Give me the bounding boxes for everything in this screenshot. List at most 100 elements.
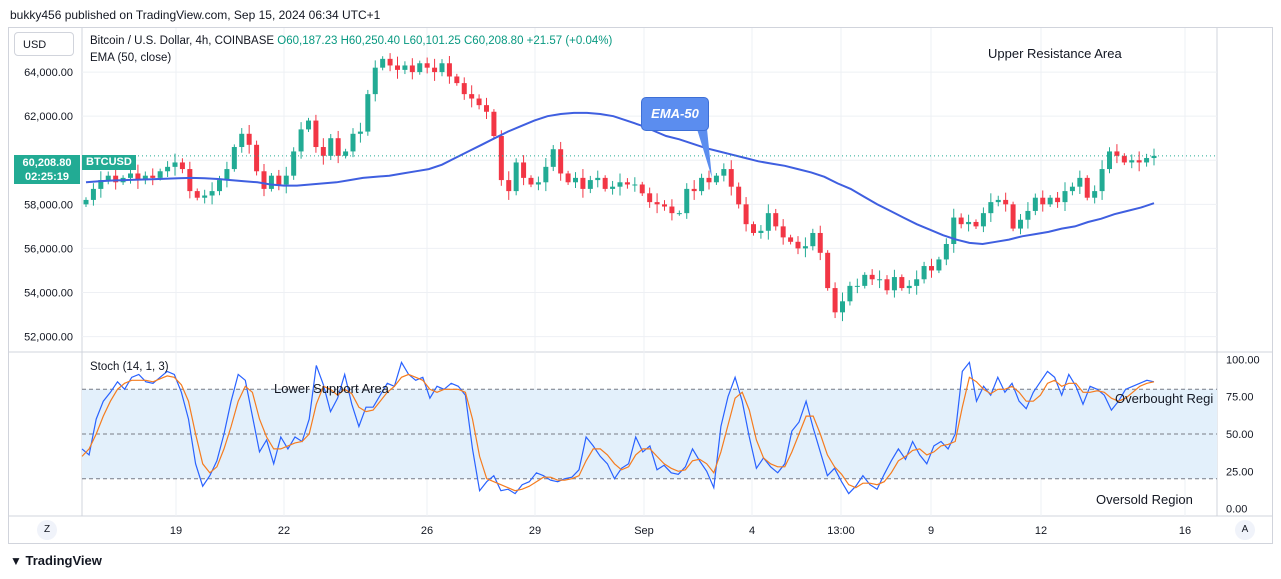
chart-frame [8,27,1273,544]
candle-body [617,182,623,187]
candle-body [795,241,801,249]
candle-body [439,63,445,73]
candle-body [988,202,994,214]
publisher-line: bukky456 published on TradingView.com, S… [10,8,381,22]
candle-body [217,180,222,192]
time-tick-label: 19 [170,525,182,537]
candle-body [573,177,578,183]
currency-button[interactable]: USD [14,32,74,56]
candle-body [810,232,816,247]
candle-body [513,162,519,192]
auto-scale-button[interactable]: A [1235,520,1255,540]
candle-body [832,288,838,313]
candle-body [639,184,645,194]
zoom-button[interactable]: Z [37,520,57,540]
candle-body [231,147,237,170]
symbol-legend: Bitcoin / U.S. Dollar, 4h, COINBASE O60,… [90,35,612,47]
candle-body [268,175,274,189]
candle-body [484,105,489,112]
last-price-tag: 60,208.80 02:25:19 [14,155,80,184]
candle-body [298,129,304,152]
candle-body [105,175,111,181]
price-tick-label: 56,000.00 [24,243,73,255]
candle-body [817,232,823,253]
candle-body [929,266,934,271]
candle-body [254,144,260,172]
candle-body [187,169,193,192]
candle-body [1084,177,1090,198]
price-tick-label: 54,000.00 [24,287,73,299]
time-tick-label: 9 [928,525,934,537]
candle-body [966,221,972,225]
candle-body [506,180,512,192]
candle-body [743,204,749,225]
candle-body [402,65,408,70]
overbought-label: Overbought Regi [1115,391,1214,406]
candle-body [736,186,742,205]
candle-body [610,186,616,189]
candle-body [135,173,141,181]
candle-body [662,204,667,207]
candle-body [165,166,171,172]
candle-body [676,213,682,215]
candle-body [409,65,415,73]
candle-body [313,120,319,148]
ema-callout-pointer [697,129,712,178]
time-tick-label: Sep [634,525,654,537]
candle-body [1018,219,1023,229]
candle-body [780,226,786,238]
candle-body [936,259,942,271]
candle-body [395,65,400,70]
candle-body [387,58,393,66]
stoch-tick-label: 25.00 [1226,466,1254,478]
stoch-tick-label: 50.00 [1226,429,1254,441]
candle-body [980,213,986,227]
candle-body [461,83,467,95]
candle-body [565,173,571,183]
candle-body [469,94,475,99]
candle-body [1025,210,1031,220]
time-tick-label: 16 [1179,525,1191,537]
candle-body [958,217,964,225]
candle-body [521,162,527,178]
candle-body [721,169,727,176]
candle-body [1129,160,1135,163]
candle-body [1114,151,1120,156]
candle-body [1107,151,1112,170]
candle-body [328,138,334,156]
candle-body [1069,186,1075,192]
bar-countdown: 02:25:19 [24,171,70,183]
candle-body [276,175,282,185]
candle-body [90,188,96,200]
candle-body [877,279,883,281]
candle-body [543,166,549,183]
stoch-tick-label: 0.00 [1226,504,1247,516]
upper-resistance-label: Upper Resistance Area [988,46,1122,61]
candle-body [854,285,860,287]
candle-body [417,63,423,73]
candle-body [1047,197,1053,205]
candle-body [498,136,504,181]
candle-body [906,285,912,289]
candle-body [150,175,156,178]
candle-body [446,63,452,77]
candle-body [765,213,771,231]
candle-body [1003,199,1009,205]
last-price: 60,208.80 [22,157,72,169]
oversold-label: Oversold Region [1096,492,1193,507]
candle-body [535,182,541,185]
candle-body [335,138,341,156]
candle-body [773,213,779,227]
candle-body [306,120,311,130]
time-tick-label: 13:00 [827,525,855,537]
candle-body [580,177,586,189]
tradingview-brand: ▼ TradingView [10,553,102,568]
candle-body [706,177,712,183]
price-tick-label: 62,000.00 [24,111,73,123]
candle-body [1040,197,1046,205]
candle-body [357,131,363,134]
candle-body [699,177,705,192]
candle-body [654,202,660,205]
time-tick-label: 12 [1035,525,1047,537]
